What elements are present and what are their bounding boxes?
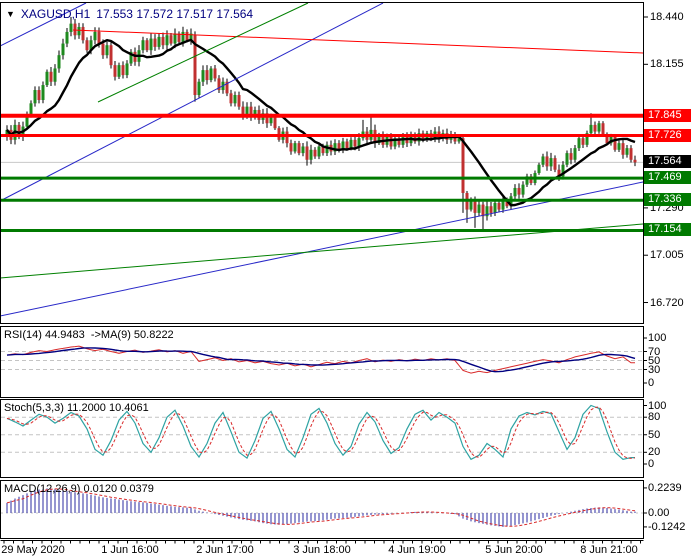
chart-canvas[interactable] bbox=[0, 0, 700, 560]
trading-chart-window: ▼ XAGUSD,H1 17.553 17.572 17.517 17.564 … bbox=[0, 0, 700, 560]
